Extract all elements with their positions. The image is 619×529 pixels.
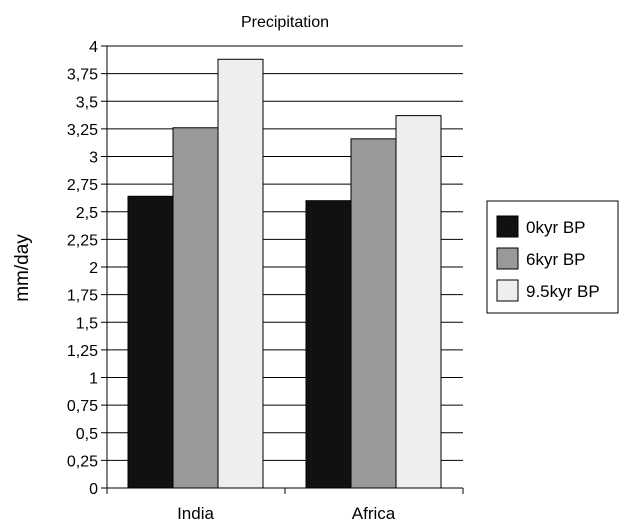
y-tick-label: 3 [89,150,98,167]
y-tick-label: 3,25 [67,122,98,139]
y-axis-label: mm/day [12,234,33,302]
legend-swatch [496,215,519,238]
y-tick-label: 0,75 [67,398,98,415]
y-tick-label: 2,25 [67,232,98,249]
legend-swatch [496,247,519,270]
y-tick-label: 1,5 [76,315,98,332]
y-tick-label: 0 [89,481,98,498]
y-tick-labels: 0 0,25 0,5 0,75 1 1,25 1,5 1,75 2 2,25 2,5 2,75 3 3,2… [67,39,98,498]
y-tick-label: 2,5 [76,205,98,222]
bars [127,58,442,489]
y-tick-label: 4 [89,39,98,56]
bar [395,115,442,489]
bar [172,127,219,489]
chart-title: Precipitation [241,14,329,31]
y-tick-label: 1 [89,371,98,388]
x-tick-label: Africa [352,504,396,523]
bar [350,138,397,489]
bar [305,200,352,489]
legend-label: 0kyr BP [526,218,586,237]
y-tick-label: 0,5 [76,426,98,443]
y-tick-label: 2,75 [67,177,98,194]
x-tick-label: India [177,504,214,523]
y-tick-label: 2 [89,260,98,277]
y-tick-label: 3,75 [67,67,98,84]
legend: 0kyr BP 6kyr BP 9.5kyr BP [486,200,619,314]
y-tick-label: 1,25 [67,343,98,360]
legend-label: 9.5kyr BP [526,282,600,301]
legend-swatch [496,279,519,302]
legend-label: 6kyr BP [526,250,586,269]
x-tick-labels: India Africa [177,504,396,523]
bar [127,195,174,489]
bar [217,58,264,489]
y-tick-label: 1,75 [67,288,98,305]
y-tick-label: 3,5 [76,94,98,111]
axes [101,45,464,494]
y-tick-label: 0,25 [67,453,98,470]
